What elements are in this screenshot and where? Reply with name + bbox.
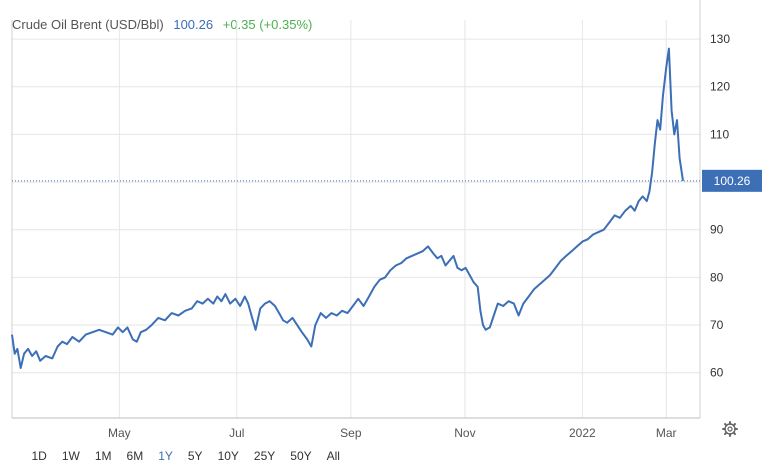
x-tick-label: 2022 xyxy=(569,426,596,440)
range-button-1d[interactable]: 1D xyxy=(31,449,47,463)
price-change: +0.35 (+0.35%) xyxy=(222,17,313,32)
gear-icon[interactable] xyxy=(722,421,738,437)
grid xyxy=(12,20,700,418)
x-tick-label: Sep xyxy=(340,426,362,440)
x-tick-label: Nov xyxy=(454,426,475,440)
labels: 60708090100110120130MayJulSepNov2022Mar1… xyxy=(108,32,762,440)
range-button-5y[interactable]: 5Y xyxy=(187,449,203,463)
instrument-title: Crude Oil Brent (USD/Bbl) xyxy=(12,17,164,32)
current-price-badge-text: 100.26 xyxy=(714,174,751,188)
range-button-10y[interactable]: 10Y xyxy=(217,449,239,463)
range-button-1m[interactable]: 1M xyxy=(94,449,112,463)
range-button-6m[interactable]: 6M xyxy=(126,449,144,463)
y-tick-label: 60 xyxy=(710,366,724,380)
chart-header: Crude Oil Brent (USD/Bbl) 100.26 +0.35 (… xyxy=(12,17,318,32)
range-button-1w[interactable]: 1W xyxy=(61,449,80,463)
range-button-1y[interactable]: 1Y xyxy=(158,449,173,463)
series-layer xyxy=(11,47,684,369)
x-tick-label: May xyxy=(108,426,131,440)
range-button-50y[interactable]: 50Y xyxy=(290,449,312,463)
y-tick-label: 80 xyxy=(710,270,724,284)
price-series-line xyxy=(11,47,684,369)
current-price-badge xyxy=(702,169,762,192)
axes xyxy=(11,0,701,419)
range-selector: 1D 1W 1M 6M 1Y 5Y 10Y 25Y 50Y All xyxy=(24,449,347,463)
y-tick-label: 110 xyxy=(710,127,729,141)
y-tick-label: 90 xyxy=(710,223,724,237)
x-tick-label: Jul xyxy=(229,426,244,440)
range-button-25y[interactable]: 25Y xyxy=(253,449,276,463)
y-tick-label: 70 xyxy=(710,318,724,332)
x-tick-label: Mar xyxy=(656,426,677,440)
current-price: 100.26 xyxy=(173,17,214,32)
y-tick-label: 130 xyxy=(710,32,730,46)
range-button-all[interactable]: All xyxy=(326,449,340,463)
y-tick-label: 120 xyxy=(710,80,730,94)
